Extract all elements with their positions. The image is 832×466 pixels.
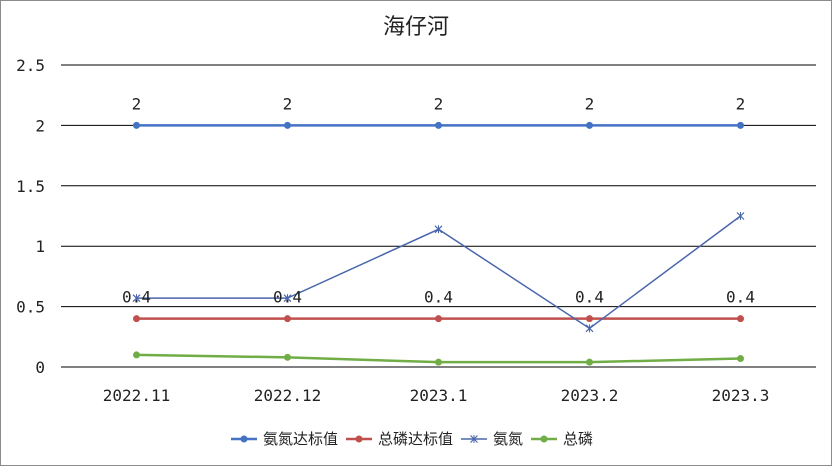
- y-tick-label: 2: [35, 116, 45, 135]
- data-label: 2: [585, 94, 595, 113]
- data-point: [737, 121, 744, 129]
- x-tick-label: 2022.12: [254, 386, 321, 405]
- data-labels: 2 2 2 2 2 0.4 0.4 0.4 0.4 0.4: [122, 94, 755, 306]
- data-point: [586, 315, 593, 323]
- data-point: [586, 121, 593, 129]
- data-point: [435, 121, 442, 129]
- legend-marker: [355, 435, 363, 443]
- data-point: [284, 121, 291, 129]
- x-axis: 2022.11 2022.12 2023.1 2023.2 2023.3: [103, 386, 770, 405]
- data-point: [133, 121, 140, 129]
- data-label: 2: [736, 94, 746, 113]
- legend-item: 氨氮: [461, 430, 523, 448]
- legend-label: 氨氮达标值: [263, 430, 338, 448]
- data-label: 0.4: [122, 288, 151, 307]
- data-label: 2: [434, 94, 444, 113]
- data-point: [133, 315, 140, 323]
- y-tick-label: 2.5: [16, 56, 45, 75]
- data-point: [132, 294, 141, 303]
- legend-label: 总磷: [563, 430, 593, 448]
- data-point: [737, 355, 744, 363]
- data-label: 2: [283, 94, 293, 113]
- data-label: 0.4: [424, 288, 453, 307]
- legend-label: 氨氮: [493, 430, 523, 448]
- data-point: [736, 212, 745, 220]
- data-label: 0.4: [726, 288, 755, 307]
- data-point: [434, 225, 443, 234]
- legend-item: 氨氮达标值: [231, 430, 338, 448]
- y-tick-label: 0: [35, 358, 45, 377]
- data-label: 2: [132, 94, 142, 113]
- data-point: [284, 315, 291, 323]
- data-point: [435, 315, 442, 323]
- data-point: [284, 353, 291, 361]
- y-tick-label: 1: [35, 237, 45, 256]
- y-tick-label: 1.5: [16, 177, 45, 196]
- legend: 氨氮达标值 总磷达标值 氨氮 总磷: [231, 430, 593, 448]
- legend-marker: [540, 435, 548, 443]
- data-label: 0.4: [575, 288, 604, 307]
- x-tick-label: 2023.3: [712, 386, 770, 405]
- data-point: [585, 324, 594, 333]
- x-tick-label: 2023.2: [561, 386, 619, 405]
- x-tick-label: 2023.1: [410, 386, 468, 405]
- data-point: [586, 358, 593, 366]
- data-point: [283, 294, 292, 303]
- data-label: 0.4: [273, 288, 302, 307]
- chart-title: 海仔河: [383, 15, 449, 40]
- legend-item: 总磷达标值: [346, 430, 453, 448]
- legend-marker: [240, 435, 248, 443]
- legend-item: 总磷: [531, 430, 593, 448]
- x-tick-label: 2022.11: [103, 386, 170, 405]
- data-point: [737, 315, 744, 323]
- y-tick-label: 0.5: [16, 298, 45, 317]
- series-layer: [132, 121, 745, 366]
- data-point: [435, 358, 442, 366]
- legend-label: 总磷达标值: [378, 430, 453, 448]
- data-point: [133, 351, 140, 359]
- y-axis: 0 0.5 1 1.5 2 2.5: [16, 56, 45, 377]
